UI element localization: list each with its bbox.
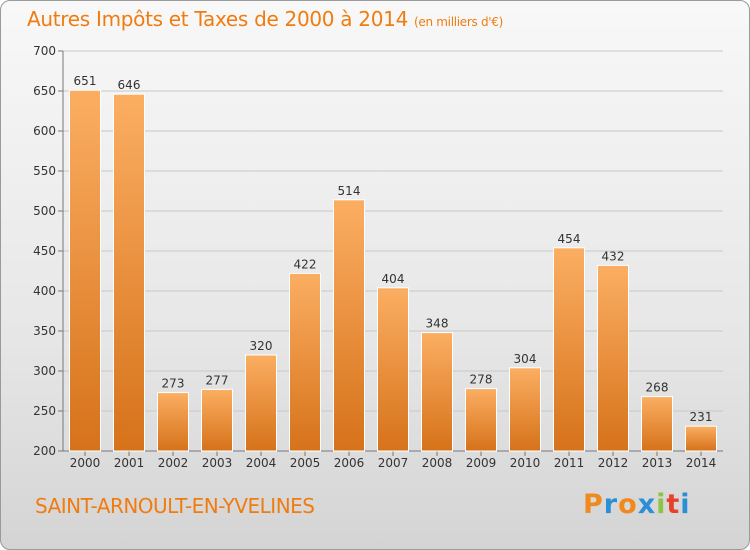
bar-2000	[69, 89, 101, 452]
y-tick-label: 300	[33, 364, 56, 378]
data-label-2014: 231	[690, 410, 713, 424]
y-tick-label: 700	[33, 44, 56, 58]
y-tick-label: 200	[33, 444, 56, 458]
chart-title-unit: (en milliers d'€)	[414, 15, 504, 29]
x-tick-label-2005: 2005	[290, 456, 321, 470]
data-label-2005: 422	[294, 257, 317, 271]
data-label-2004: 320	[250, 339, 273, 353]
bar-2011	[553, 247, 585, 452]
x-tick-label-2010: 2010	[510, 456, 541, 470]
bar-2007	[377, 287, 409, 452]
bars	[69, 89, 717, 452]
x-tick-label-2013: 2013	[642, 456, 673, 470]
y-tick-label: 600	[33, 124, 56, 138]
y-tick-label: 400	[33, 284, 56, 298]
x-tick-label-2007: 2007	[378, 456, 409, 470]
data-label-2013: 268	[646, 381, 669, 395]
data-label-2000: 651	[74, 74, 97, 88]
logo-letter: P	[583, 489, 604, 520]
logo-letter: i	[680, 489, 691, 520]
logo-letter: t	[666, 489, 681, 520]
x-tick-label-2014: 2014	[686, 456, 717, 470]
x-tick-label-2004: 2004	[246, 456, 277, 470]
bar-2002	[157, 392, 189, 452]
x-tick-label-2009: 2009	[466, 456, 497, 470]
x-tick-label-2006: 2006	[334, 456, 365, 470]
x-tick-label-2011: 2011	[554, 456, 585, 470]
bar-2013	[641, 396, 673, 452]
logo-letter: o	[618, 489, 638, 520]
bar-2003	[201, 388, 233, 452]
x-tick-label-2001: 2001	[114, 456, 145, 470]
x-tick-label-2003: 2003	[202, 456, 233, 470]
bar-2006	[333, 199, 365, 452]
bar-2005	[289, 272, 321, 452]
bar-2012	[597, 264, 629, 452]
labels: 200 250 300 350 400 450 500 550 600 650 700 651 2000…	[33, 44, 716, 470]
logo-letter: x	[637, 489, 657, 520]
chart-title-text: Autres Impôts et Taxes de 2000 à 2014	[27, 7, 408, 31]
data-label-2009: 278	[470, 373, 493, 387]
data-label-2010: 304	[514, 352, 537, 366]
data-label-2011: 454	[558, 232, 581, 246]
data-label-2007: 404	[382, 272, 405, 286]
bar-2010	[509, 367, 541, 452]
bar-2001	[113, 93, 145, 452]
y-tick-label: 500	[33, 204, 56, 218]
y-tick-label: 550	[33, 164, 56, 178]
data-label-2002: 273	[162, 377, 185, 391]
data-label-2012: 432	[602, 249, 625, 263]
y-tick-label: 650	[33, 84, 56, 98]
data-label-2006: 514	[338, 184, 361, 198]
y-tick-label: 450	[33, 244, 56, 258]
proxiti-logo: Proxiti	[583, 489, 691, 520]
x-tick-label-2012: 2012	[598, 456, 629, 470]
y-tick-label: 350	[33, 324, 56, 338]
data-label-2003: 277	[206, 373, 229, 387]
logo-letter: i	[656, 489, 667, 520]
logo-letter: r	[603, 489, 619, 520]
bar-2014	[685, 425, 717, 452]
y-tick-label: 250	[33, 404, 56, 418]
chart-title: Autres Impôts et Taxes de 2000 à 2014 (en…	[27, 7, 503, 31]
x-tick-label-2008: 2008	[422, 456, 453, 470]
x-tick-label-2002: 2002	[158, 456, 189, 470]
data-label-2008: 348	[426, 317, 449, 331]
bar-2008	[421, 332, 453, 452]
bar-2009	[465, 388, 497, 452]
x-tick-label-2000: 2000	[70, 456, 101, 470]
town-name: SAINT-ARNOULT-EN-YVELINES	[35, 494, 315, 518]
data-label-2001: 646	[118, 78, 141, 92]
bar-2004	[245, 354, 277, 452]
